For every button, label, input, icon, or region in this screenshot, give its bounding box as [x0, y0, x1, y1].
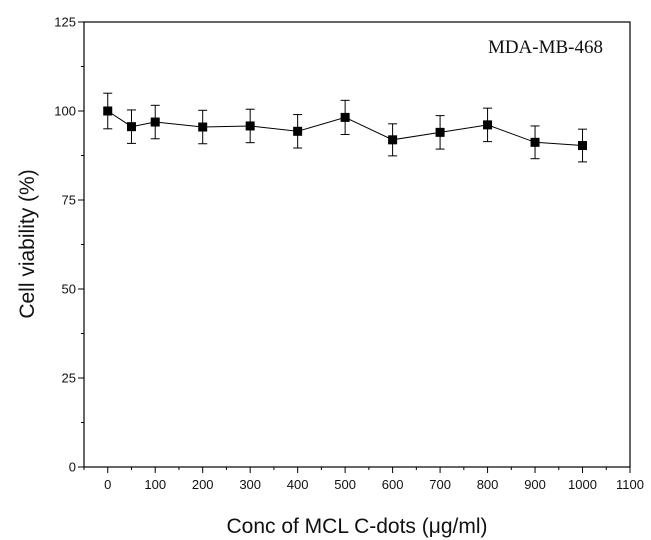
x-tick-label: 100: [144, 477, 166, 492]
data-point: [103, 106, 113, 116]
y-tick-label: 125: [54, 15, 76, 30]
y-tick-label: 25: [62, 371, 76, 386]
data-point: [150, 117, 160, 127]
x-tick-label: 200: [192, 477, 214, 492]
x-tick-label: 1100: [616, 477, 644, 492]
x-tick-label: 800: [477, 477, 499, 492]
x-tick-label: 700: [429, 477, 451, 492]
y-tick-label: 0: [69, 460, 76, 475]
y-tick-label: 50: [62, 282, 76, 297]
data-point: [198, 122, 208, 132]
x-tick-label: 1000: [568, 477, 597, 492]
x-axis: 0 100 200 300 400 500 600 700 800 900 1000 1100: [83, 467, 644, 492]
y-axis: 0 25 50 75 100 125: [54, 15, 84, 475]
x-axis-title: Conc of MCL C-dots (μg/ml): [226, 515, 487, 538]
x-tick-label: 300: [239, 477, 261, 492]
sample-annotation: MDA-MB-468: [488, 37, 603, 58]
series-layer: [103, 92, 588, 163]
y-axis-title: Cell viability (%): [16, 169, 39, 318]
x-tick-label: 500: [334, 477, 356, 492]
x-tick-label: 600: [382, 477, 404, 492]
x-tick-label: 400: [287, 477, 309, 492]
data-point: [293, 126, 303, 136]
data-point: [340, 112, 350, 122]
data-point: [126, 122, 136, 132]
data-point: [435, 127, 445, 137]
plot-frame: [83, 21, 631, 468]
x-tick-label: 0: [104, 477, 111, 492]
data-point: [245, 121, 255, 131]
data-point: [530, 137, 540, 147]
y-tick-label: 75: [62, 193, 76, 208]
x-tick-label: 900: [524, 477, 546, 492]
data-point: [483, 120, 493, 130]
data-point: [388, 135, 398, 145]
data-point: [578, 141, 588, 151]
y-tick-label: 100: [54, 104, 76, 119]
